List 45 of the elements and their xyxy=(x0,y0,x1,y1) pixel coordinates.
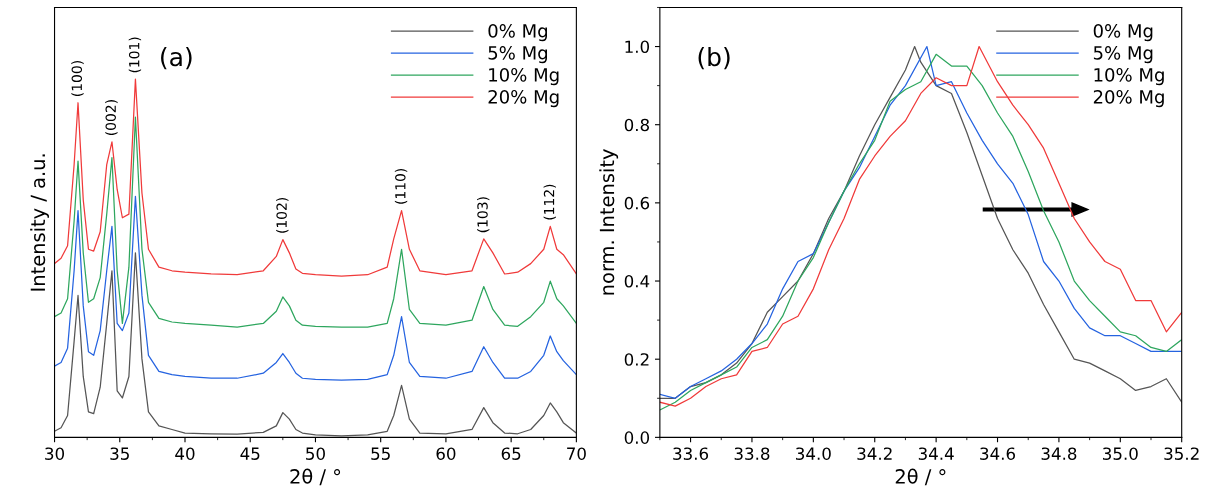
x-tick-label: 34.6 xyxy=(980,447,1016,460)
x-tick-label: 60 xyxy=(436,447,456,460)
y-tick-label: 0.2 xyxy=(624,353,649,366)
annotation: (100) xyxy=(71,61,84,96)
x-tick-label: 65 xyxy=(501,447,521,460)
legend-label: 5% Mg xyxy=(488,46,547,64)
annotation: (101) xyxy=(128,37,142,73)
y-axis-title: norm. Intensity xyxy=(599,149,619,295)
legend-label: 10% Mg xyxy=(1094,68,1164,86)
x-tick-label: 34.8 xyxy=(1041,447,1077,460)
y-tick-label: 0.6 xyxy=(624,196,650,210)
annotation: (110) xyxy=(394,168,408,204)
x-tick-label: 34.2 xyxy=(857,447,892,460)
x-tick-label: 35.2 xyxy=(1164,447,1199,460)
x-tick-label: 33.8 xyxy=(734,447,770,460)
x-tick-label: 45 xyxy=(240,447,260,460)
legend-label: 10% Mg xyxy=(489,68,559,86)
y-tick-label: 0.8 xyxy=(624,118,649,132)
annotation: (b) xyxy=(698,46,730,70)
legend-label: 5% Mg xyxy=(1093,46,1153,64)
x-tick-label: 34.4 xyxy=(918,447,954,460)
x-axis-title: 2θ / ° xyxy=(895,468,946,486)
x-tick-label: 35.0 xyxy=(1103,447,1138,460)
x-tick-label: 50 xyxy=(306,447,325,460)
x-tick-label: 30 xyxy=(45,447,65,460)
x-axis-title: 2θ / ° xyxy=(290,468,341,486)
y-tick-label: 0.4 xyxy=(624,274,650,288)
annotation: (103) xyxy=(477,197,490,233)
legend-label: 0% Mg xyxy=(1093,24,1153,42)
annotation: (102) xyxy=(276,197,289,233)
legend-label: 20% Mg xyxy=(1093,89,1164,108)
annotation: (112) xyxy=(543,184,556,220)
x-tick-label: 35 xyxy=(110,447,129,460)
y-axis-title: Intensity / a.u. xyxy=(30,154,49,291)
x-tick-label: 33.6 xyxy=(673,447,709,460)
legend-label: 0% Mg xyxy=(488,24,547,42)
y-tick-label: 0.0 xyxy=(624,431,650,444)
text: (a) xyxy=(161,46,192,70)
x-tick-label: 70 xyxy=(567,447,586,460)
legend-label: 20% Mg xyxy=(488,89,559,108)
annotation: (002) xyxy=(105,100,118,136)
x-tick-label: 55 xyxy=(371,447,390,460)
x-tick-label: 34.0 xyxy=(796,447,831,460)
x-tick-label: 40 xyxy=(175,447,195,460)
y-tick-label: 1.0 xyxy=(625,40,650,54)
